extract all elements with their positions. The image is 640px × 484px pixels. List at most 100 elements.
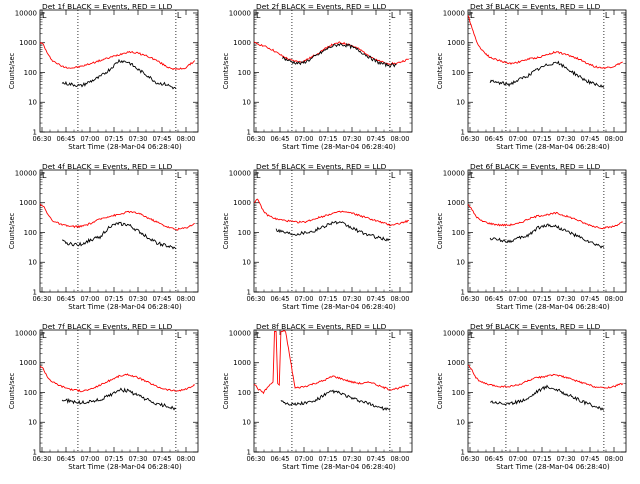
y-tick-label: 100 xyxy=(24,69,37,77)
panel-title: Det 1f BLACK = Events, RED = LLD xyxy=(42,2,173,11)
corner-marker: L xyxy=(177,11,182,20)
y-tick-label: 1 xyxy=(247,289,251,297)
y-tick-label: 10000 xyxy=(15,329,37,337)
x-tick-label: 07:15 xyxy=(318,135,337,143)
y-tick-label: 1 xyxy=(247,449,251,457)
x-tick-label: 06:30 xyxy=(246,295,265,303)
panel-title: Det 9f BLACK = Events, RED = LLD xyxy=(470,322,601,331)
corner-marker: L xyxy=(605,171,610,180)
x-tick-label: 07:45 xyxy=(366,455,385,463)
series-lld-red xyxy=(253,330,410,395)
x-tick-label: 07:30 xyxy=(128,295,147,303)
plot-frame xyxy=(467,169,627,293)
y-tick-label: 1000 xyxy=(233,359,251,367)
x-tick-label: 06:45 xyxy=(56,455,75,463)
x-tick-label: 07:15 xyxy=(532,135,551,143)
x-axis-label: Start Time (28-Mar-04 06:28:40) xyxy=(68,143,182,151)
series-events-black xyxy=(62,221,177,250)
panel-title: Det 4f BLACK = Events, RED = LLD xyxy=(42,162,173,171)
panel-det-3: Det 3f BLACK = Events, RED = LLD 1 10 100 10… xyxy=(436,2,627,151)
x-tick-label: 06:30 xyxy=(32,295,51,303)
y-tick-label: 10000 xyxy=(443,9,465,17)
y-tick-label: 10000 xyxy=(229,9,251,17)
x-tick-label: 07:15 xyxy=(318,455,337,463)
y-tick-label: 10000 xyxy=(443,169,465,177)
x-tick-label: 07:45 xyxy=(152,135,171,143)
series-events-black xyxy=(282,42,397,68)
series-lld-red xyxy=(467,204,623,230)
x-tick-label: 07:30 xyxy=(342,295,361,303)
series-events-black xyxy=(275,220,391,242)
panel-det-6: Det 6f BLACK = Events, RED = LLD 1 10 100 10… xyxy=(436,162,627,311)
panel-det-2: Det 2f BLACK = Events, RED = LLD 1 10 100 10… xyxy=(222,2,413,151)
y-tick-label: 10 xyxy=(456,419,465,427)
panel-det-4: Det 4f BLACK = Events, RED = LLD 1 10 100 10… xyxy=(8,162,199,311)
x-tick-label: 07:00 xyxy=(80,135,99,143)
corner-marker: L xyxy=(470,171,475,180)
y-tick-label: 10 xyxy=(28,419,37,427)
series-lld-red xyxy=(467,364,624,389)
x-tick-label: 07:30 xyxy=(556,455,575,463)
series-events-black xyxy=(489,223,605,249)
corner-marker: L xyxy=(256,171,261,180)
y-tick-label: 1 xyxy=(247,129,251,137)
x-tick-label: 08:00 xyxy=(604,455,623,463)
x-tick-label: 08:00 xyxy=(604,295,623,303)
x-tick-label: 06:30 xyxy=(246,455,265,463)
x-tick-label: 07:15 xyxy=(104,135,123,143)
x-tick-label: 08:00 xyxy=(604,135,623,143)
plot-frame xyxy=(253,329,413,453)
x-axis-label: Start Time (28-Mar-04 06:28:40) xyxy=(282,463,396,471)
x-tick-label: 08:00 xyxy=(176,295,195,303)
x-tick-label: 07:15 xyxy=(104,295,123,303)
y-axis-label: Counts/sec xyxy=(222,212,230,249)
x-tick-label: 07:00 xyxy=(508,135,527,143)
x-tick-label: 06:30 xyxy=(460,455,479,463)
x-tick-label: 07:30 xyxy=(128,455,147,463)
x-axis-label: Start Time (28-Mar-04 06:28:40) xyxy=(68,463,182,471)
x-tick-label: 08:00 xyxy=(390,135,409,143)
x-tick-label: 07:00 xyxy=(294,295,313,303)
plot-frame xyxy=(253,9,413,133)
x-tick-label: 06:45 xyxy=(484,295,503,303)
x-axis-label: Start Time (28-Mar-04 06:28:40) xyxy=(496,463,610,471)
x-tick-label: 07:15 xyxy=(104,455,123,463)
panel-title: Det 2f BLACK = Events, RED = LLD xyxy=(256,2,387,11)
x-tick-label: 07:30 xyxy=(342,455,361,463)
x-tick-label: 07:45 xyxy=(580,295,599,303)
plot-frame xyxy=(467,329,627,453)
x-tick-label: 06:45 xyxy=(484,135,503,143)
corner-marker: L xyxy=(391,171,396,180)
plot-frame xyxy=(467,9,627,133)
x-tick-label: 06:30 xyxy=(460,135,479,143)
series-events-black xyxy=(61,387,177,411)
x-tick-label: 07:45 xyxy=(366,135,385,143)
x-tick-label: 07:00 xyxy=(294,135,313,143)
series-lld-red xyxy=(253,41,409,66)
x-tick-label: 08:00 xyxy=(176,135,195,143)
corner-marker: L xyxy=(256,11,261,20)
corner-marker: L xyxy=(42,11,47,20)
plot-frame xyxy=(39,169,199,293)
x-tick-label: 07:45 xyxy=(152,295,171,303)
x-tick-label: 06:45 xyxy=(270,295,289,303)
y-tick-label: 1000 xyxy=(233,199,251,207)
x-tick-label: 07:30 xyxy=(556,135,575,143)
x-tick-label: 06:45 xyxy=(484,455,503,463)
x-tick-label: 06:30 xyxy=(246,135,265,143)
plot-frame xyxy=(39,9,199,133)
y-tick-label: 1 xyxy=(33,449,37,457)
corner-marker: L xyxy=(391,11,396,20)
y-tick-label: 100 xyxy=(24,229,37,237)
y-tick-label: 1 xyxy=(33,289,37,297)
x-tick-label: 07:15 xyxy=(532,455,551,463)
panel-title: Det 8f BLACK = Events, RED = LLD xyxy=(256,322,387,331)
y-tick-label: 100 xyxy=(452,389,465,397)
y-tick-label: 100 xyxy=(24,389,37,397)
x-tick-label: 06:45 xyxy=(270,455,289,463)
y-tick-label: 1 xyxy=(461,449,465,457)
series-events-black xyxy=(489,60,605,88)
y-axis-label: Counts/sec xyxy=(8,212,16,249)
